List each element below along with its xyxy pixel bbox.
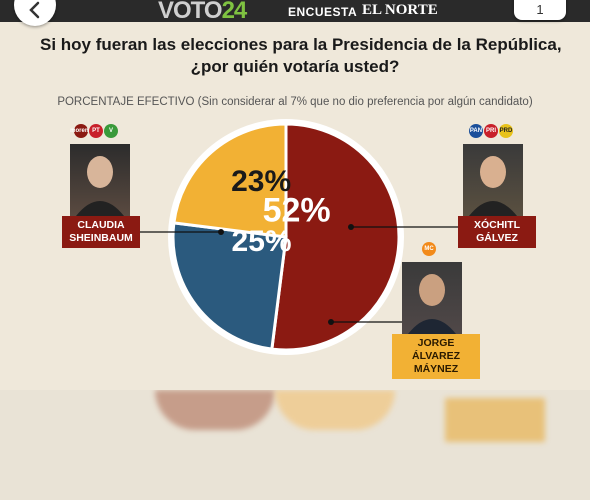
candidate-label-maynez: JORGE ÁLVAREZ MÁYNEZ <box>392 334 480 379</box>
blurred-preview <box>0 390 590 500</box>
chart-subtitle: PORCENTAJE EFECTIVO (Sin considerar al 7… <box>57 96 533 108</box>
person-icon <box>469 156 517 216</box>
candidate-name-line1: XÓCHITL <box>473 219 521 231</box>
title-line-2: ¿por quién votaría usted? <box>190 57 400 76</box>
mc-logo-icon: MC <box>422 242 436 256</box>
logo-number: 24 <box>221 0 248 24</box>
candidate-name-line2: SHEINBAUM <box>69 232 133 244</box>
candidate-name-line2: GÁLVEZ <box>476 232 518 244</box>
candidate-name-line1: JORGE ÁLVAREZ <box>411 337 461 362</box>
leader-dot-2 <box>348 224 354 230</box>
page-counter[interactable]: 1 <box>514 0 566 20</box>
leader-dot-1 <box>218 229 224 235</box>
pie-slice-2 <box>171 221 288 351</box>
candidate-label-galvez: XÓCHITL GÁLVEZ <box>458 216 536 248</box>
slice-value-label-3: 23% <box>231 165 291 198</box>
person-icon <box>76 156 124 216</box>
page-number: 1 <box>536 2 544 17</box>
newspaper-logo: EL NORTE <box>362 2 438 18</box>
claudia-photo <box>70 144 130 216</box>
jorge-photo <box>402 262 462 334</box>
pie-slice-1 <box>270 122 401 352</box>
logo-word: VOTO <box>158 0 223 24</box>
chart-title: Si hoy fueran las elecciones para la Pre… <box>40 34 562 78</box>
chevron-left-icon <box>29 1 40 19</box>
title-line-1: Si hoy fueran las elecciones para la Pre… <box>40 35 562 54</box>
slice-value-label-2: 25% <box>232 225 292 258</box>
pan-logo-icon: PAN <box>469 124 483 138</box>
candidate-label-sheinbaum: CLAUDIA SHEINBAUM <box>62 216 140 248</box>
pt-logo-icon: PT <box>89 124 103 138</box>
voto-logo: VOTO24 <box>158 0 248 25</box>
xochitl-photo <box>463 144 523 216</box>
header-bar <box>0 0 590 22</box>
encuesta-label: ENCUESTA <box>288 5 358 19</box>
leader-dot-3 <box>328 319 334 325</box>
pri-logo-icon: PRI <box>484 124 498 138</box>
pie-slice-3 <box>172 122 288 239</box>
morena-logo-icon: morena <box>70 124 92 138</box>
pvem-logo-icon: V <box>104 124 118 138</box>
prd-logo-icon: PRD <box>499 124 513 138</box>
candidate-name-line2: MÁYNEZ <box>413 363 459 375</box>
person-icon <box>408 274 456 334</box>
candidate-name-line1: CLAUDIA <box>77 219 125 231</box>
slice-value-label-1: 52% <box>263 192 331 230</box>
